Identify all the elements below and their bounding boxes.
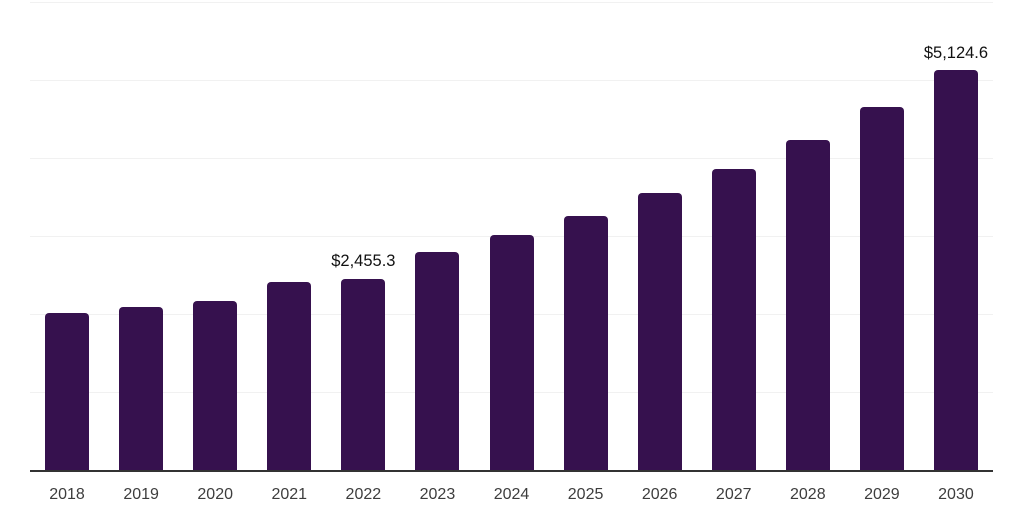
x-tick-2019: 2019 bbox=[123, 486, 159, 503]
bar-2028 bbox=[785, 140, 830, 470]
gridline-6000 bbox=[30, 2, 993, 3]
bar-2026 bbox=[637, 193, 682, 470]
x-tick-2026: 2026 bbox=[641, 486, 678, 503]
bar-2027 bbox=[711, 169, 756, 470]
x-axis: 2018 2019 2020 2021 2022 2023 2024 2025 2026 2027… bbox=[30, 485, 993, 507]
bar-2022 bbox=[341, 278, 386, 470]
x-tick-2020: 2020 bbox=[197, 486, 233, 503]
x-tick-2023: 2023 bbox=[419, 486, 456, 503]
x-tick-2018: 2018 bbox=[49, 486, 85, 503]
bar-2024 bbox=[489, 235, 534, 470]
data-label-2030: $5,124.6 bbox=[923, 43, 989, 62]
x-tick-2022: 2022 bbox=[345, 486, 382, 503]
x-tick-2028: 2028 bbox=[790, 486, 826, 503]
bar-2023 bbox=[415, 252, 460, 470]
bar-2019 bbox=[119, 306, 164, 470]
x-tick-2029: 2029 bbox=[864, 486, 900, 503]
x-tick-2030: 2030 bbox=[938, 486, 974, 503]
bar-2030 bbox=[933, 70, 978, 470]
x-tick-2025: 2025 bbox=[567, 486, 604, 503]
gridline-5000 bbox=[30, 80, 993, 81]
bar-2029 bbox=[859, 107, 904, 470]
bar-2025 bbox=[563, 216, 608, 470]
x-tick-2027: 2027 bbox=[715, 486, 752, 503]
bar-2021 bbox=[267, 282, 312, 470]
gridline-4000 bbox=[30, 158, 993, 159]
data-label-2022: $2,455.3 bbox=[331, 252, 396, 270]
x-tick-2021: 2021 bbox=[271, 486, 308, 503]
bar-2020 bbox=[193, 301, 238, 470]
x-tick-2024: 2024 bbox=[493, 486, 530, 503]
bar-2018 bbox=[45, 312, 90, 470]
plot-area: $2,455.3 $5,124.6 bbox=[30, 2, 993, 472]
